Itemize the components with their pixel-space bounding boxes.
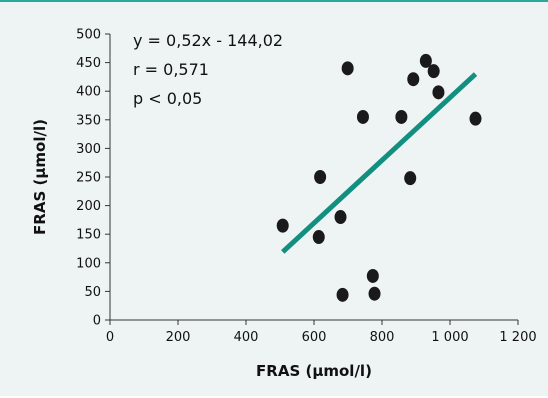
data-point [419,53,432,68]
data-point [356,109,369,124]
y-tick-label: 300 [76,142,101,157]
x-axis-title: FRAS (µmol/l) [256,362,372,380]
data-point [407,72,420,87]
equation-annotation: y = 0,52x - 144,02 [133,31,283,50]
r-value-annotation: r = 0,571 [133,60,209,79]
data-point [368,286,381,301]
data-point [427,64,440,79]
y-tick-label: 150 [76,228,101,243]
y-tick-label: 250 [76,171,101,186]
data-point [366,268,379,283]
data-point [432,85,445,100]
x-tick-label: 400 [234,330,259,345]
data-point [395,109,408,124]
data-point [314,170,327,184]
x-tick-label: 0 [106,330,114,345]
data-point [276,218,289,233]
data-point [469,111,482,126]
p-value-annotation: p < 0,05 [133,89,202,108]
x-tick-label: 600 [302,330,327,345]
data-point [312,230,325,245]
data-point [341,61,354,76]
data-point [336,287,349,302]
y-tick-label: 50 [84,285,101,300]
y-tick-label: 450 [76,56,101,71]
data-point [334,210,347,225]
y-tick-label: 500 [76,28,101,43]
x-tick-label: 1 200 [499,330,536,345]
x-tick-label: 200 [166,330,191,345]
data-point [404,171,417,186]
y-tick-label: 200 [76,199,101,214]
trendline [281,72,478,254]
y-tick-label: 100 [76,256,101,271]
y-tick-label: 0 [93,314,101,329]
y-tick-label: 400 [76,85,101,100]
y-axis-title: FRAS (µmol/l) [31,119,49,235]
x-tick-label: 1 000 [431,330,468,345]
x-tick-label: 800 [370,330,395,345]
y-tick-label: 350 [76,113,101,128]
